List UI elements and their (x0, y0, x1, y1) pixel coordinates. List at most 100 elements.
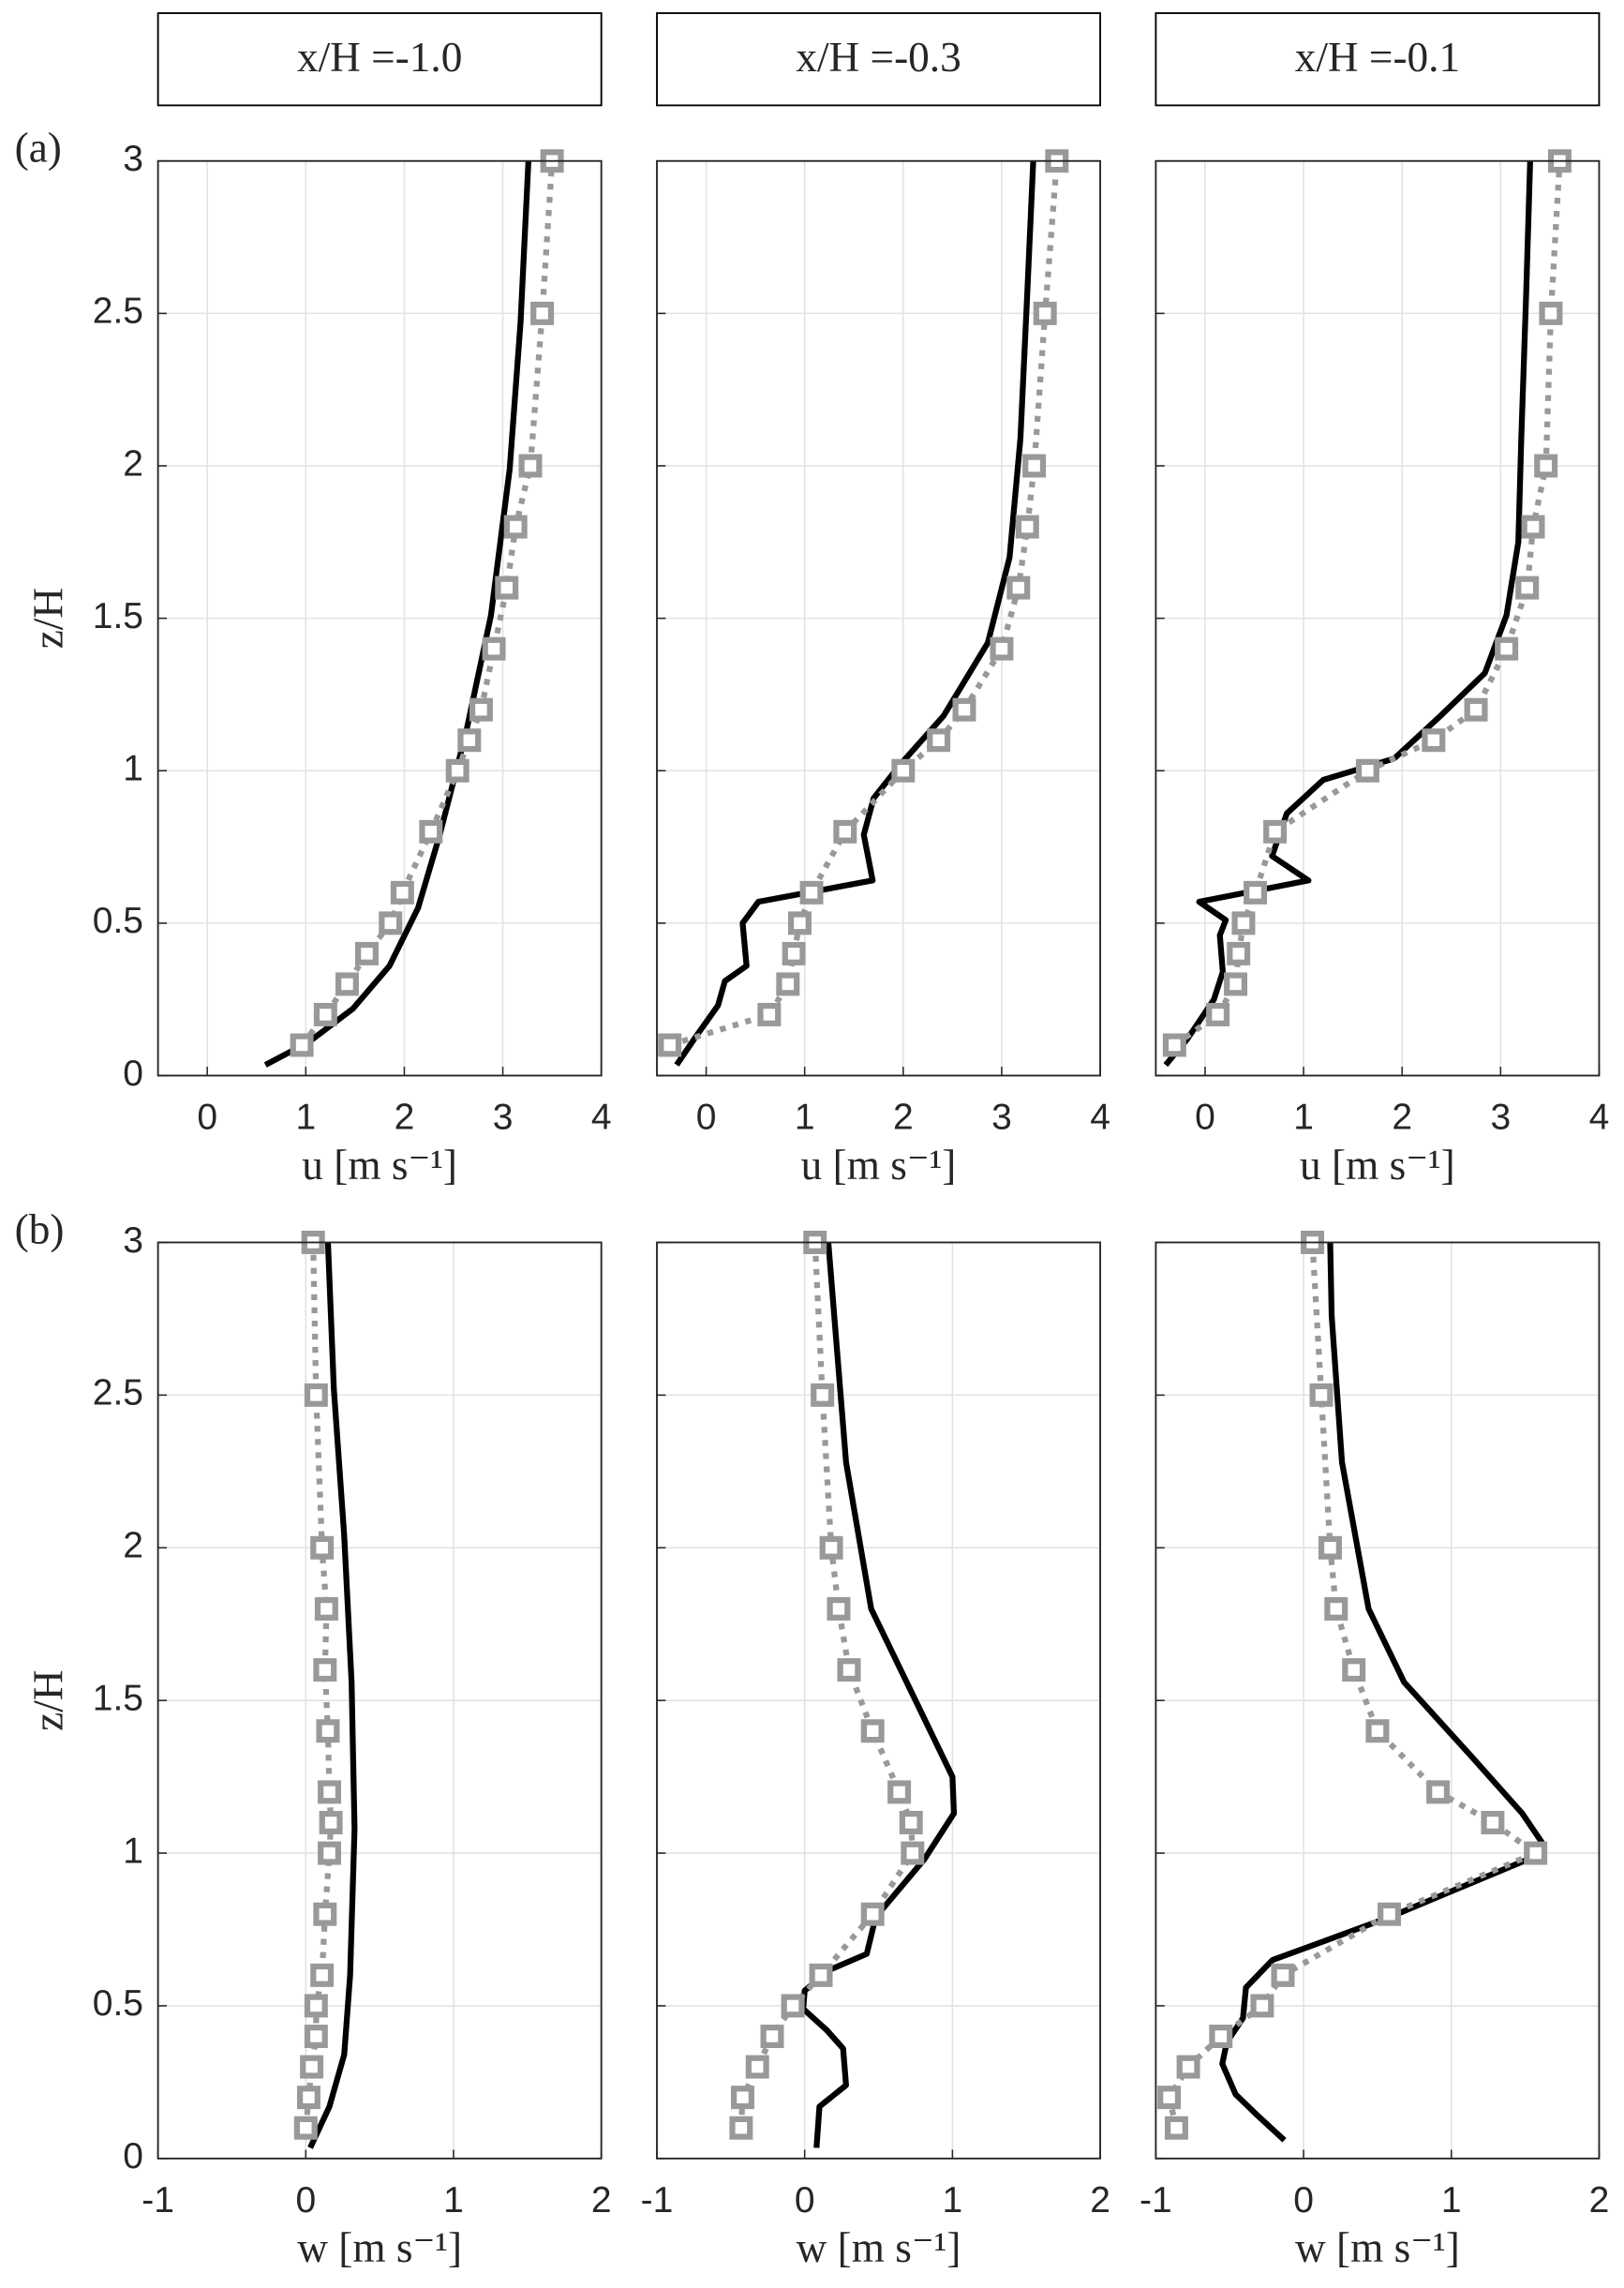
marker (860, 1902, 885, 1926)
y-tick-label: 3 (123, 1220, 143, 1261)
x-tick-label: 1 (1441, 2180, 1462, 2221)
marker (379, 911, 403, 935)
marker (1524, 1841, 1548, 1865)
marker (1206, 1002, 1230, 1026)
marker (304, 1383, 328, 1407)
profile-line (303, 1242, 335, 2129)
marker (1244, 880, 1268, 905)
marker (310, 1963, 335, 1987)
y-tick-label: 2 (123, 443, 143, 484)
x-tick-label: 1 (295, 1098, 316, 1138)
x-axis-label: w [m s⁻¹] (1295, 2224, 1460, 2271)
marker (495, 576, 519, 600)
profile-line (307, 1242, 358, 2149)
marker (658, 1033, 682, 1057)
x-tick-label: 2 (893, 1098, 914, 1138)
marker (787, 911, 812, 935)
profile-line (299, 160, 556, 1047)
profile-line (674, 160, 1036, 1067)
x-tick-label: 2 (591, 2180, 612, 2221)
x-tick-label: 1 (943, 2180, 963, 2221)
marker (811, 1383, 835, 1407)
marker (469, 697, 493, 722)
x-tick-label: 2 (1090, 2180, 1110, 2221)
y-tick-label: 2.5 (93, 292, 143, 332)
x-tick-label: -1 (1140, 2180, 1172, 2221)
y-tick-label: 2.5 (93, 1373, 143, 1413)
marker (1521, 515, 1545, 539)
marker (457, 728, 482, 753)
marker (1342, 1658, 1366, 1682)
marker (1426, 1780, 1451, 1804)
axes-box (656, 159, 1102, 1077)
marker (310, 1535, 335, 1560)
marker (952, 697, 976, 722)
marker (319, 1810, 343, 1834)
x-tick-label: 3 (991, 1098, 1012, 1138)
x-tick-label: -1 (641, 2180, 674, 2221)
y-tick-label: 3 (123, 139, 143, 179)
x-tick-label: 0 (295, 2180, 316, 2221)
y-tick-label: 0 (123, 1054, 143, 1094)
marker (1231, 911, 1256, 935)
marker (296, 2086, 320, 2110)
y-axis-label: z/H (25, 1669, 72, 1730)
marker (1539, 301, 1563, 325)
marker (1464, 697, 1488, 722)
marker (313, 1002, 337, 1026)
marker (390, 880, 414, 905)
profile-line (668, 160, 1060, 1048)
marker (313, 1658, 337, 1682)
marker (990, 636, 1014, 661)
marker (304, 1994, 328, 2018)
x-tick-label: 3 (1490, 1098, 1511, 1138)
y-tick-label: 0.5 (93, 1983, 143, 2024)
axes-box (156, 1241, 603, 2160)
marker (819, 1535, 843, 1560)
marker (354, 941, 379, 965)
marker (1481, 1810, 1505, 1834)
profile-line (1163, 160, 1533, 1068)
x-tick-label: 0 (197, 1098, 217, 1138)
marker (927, 728, 951, 753)
marker (799, 880, 824, 905)
marker (887, 1780, 912, 1804)
marker (318, 1841, 342, 1865)
y-tick-label: 0.5 (93, 901, 143, 941)
marker (1157, 2086, 1182, 2110)
axes-box (156, 159, 603, 1077)
marker (1015, 515, 1039, 539)
marker (316, 1719, 340, 1743)
marker (1309, 1383, 1333, 1407)
panel-label: (a) (15, 125, 62, 172)
y-axis-label: z/H (25, 588, 72, 649)
marker (1022, 454, 1047, 478)
marker (833, 819, 857, 844)
marker (1263, 819, 1288, 844)
marker (1176, 2055, 1200, 2079)
marker (335, 972, 359, 996)
marker (1324, 1596, 1348, 1621)
marker (1378, 1902, 1402, 1926)
marker (1162, 1033, 1186, 1057)
x-axis-label: w [m s⁻¹] (297, 2224, 462, 2271)
y-tick-label: 2 (123, 1526, 143, 1566)
x-tick-label: 4 (1090, 1098, 1110, 1138)
marker (860, 1719, 885, 1743)
axes-box (1155, 159, 1601, 1077)
marker (891, 758, 916, 783)
marker (1033, 301, 1057, 325)
panel-label: (b) (15, 1206, 65, 1253)
marker (899, 1810, 923, 1834)
y-tick-label: 1.5 (93, 596, 143, 636)
marker (313, 1902, 337, 1926)
x-tick-label: 0 (795, 2180, 815, 2221)
x-axis-label: w [m s⁻¹] (797, 2224, 961, 2271)
marker (837, 1658, 861, 1682)
chart-title: x/H =-1.0 (297, 34, 462, 81)
x-tick-label: 2 (1392, 1098, 1412, 1138)
x-axis-label: u [m s⁻¹] (302, 1142, 457, 1189)
marker (729, 2116, 753, 2140)
marker (782, 941, 806, 965)
